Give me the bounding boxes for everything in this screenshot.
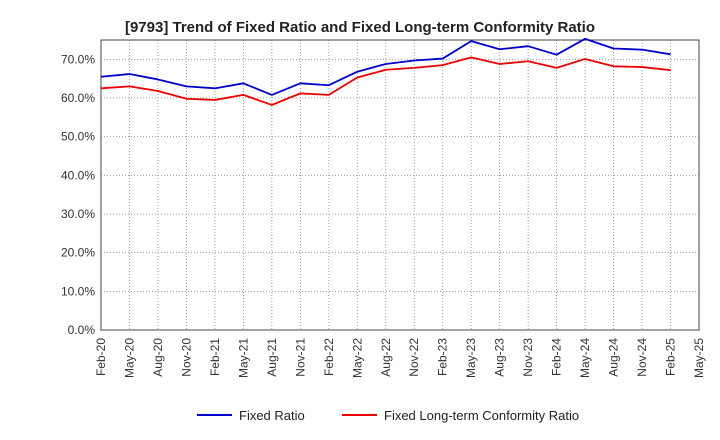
x-tick-label: Feb-24 <box>550 338 564 376</box>
series-group <box>100 37 671 106</box>
y-tick-label: 0.0% <box>68 323 96 337</box>
chart-title: [9793] Trend of Fixed Ratio and Fixed Lo… <box>125 19 595 36</box>
x-tick-label: Nov-22 <box>407 338 421 377</box>
x-tick-label: Feb-22 <box>322 338 336 376</box>
x-tick-label: May-25 <box>692 338 706 378</box>
legend: Fixed Ratio Fixed Long-term Conformity Ra… <box>197 408 579 423</box>
legend-label: Fixed Ratio <box>239 408 305 423</box>
x-tick-label: Nov-21 <box>293 338 307 377</box>
y-tick-label: 10.0% <box>61 284 95 298</box>
grid-lines <box>101 40 699 330</box>
x-tick-label: Nov-23 <box>521 338 535 377</box>
y-tick-label: 70.0% <box>61 52 95 66</box>
x-tick-label: May-21 <box>236 338 250 378</box>
y-tick-label: 30.0% <box>61 207 95 221</box>
series-line-2 <box>100 56 671 106</box>
x-tick-label: Nov-24 <box>635 338 649 377</box>
x-tick-label: May-20 <box>122 338 136 378</box>
x-tick-label: Nov-20 <box>179 338 193 377</box>
x-tick-label: Feb-20 <box>94 338 108 376</box>
y-tick-label: 40.0% <box>61 168 95 182</box>
x-tick-label: May-23 <box>464 338 478 378</box>
y-tick-label: 60.0% <box>61 91 95 105</box>
series-line-1 <box>100 37 671 96</box>
plot-frame <box>100 39 700 331</box>
x-tick-label: Aug-24 <box>607 338 621 377</box>
y-tick-label: 50.0% <box>61 130 95 144</box>
x-tick-label: Feb-23 <box>436 338 450 376</box>
x-tick-label: Aug-22 <box>379 338 393 377</box>
x-tick-label: May-22 <box>350 338 364 378</box>
x-tick-label: Aug-21 <box>265 338 279 377</box>
x-tick-label: Feb-25 <box>664 338 678 376</box>
x-tick-label: Aug-23 <box>493 338 507 377</box>
y-axis: 0.0% 10.0% 20.0% 30.0% 40.0% 50.0% 60.0% 70.0% <box>61 52 95 337</box>
x-tick-label: Feb-21 <box>208 338 222 376</box>
x-tick-label: Aug-20 <box>151 338 165 377</box>
legend-label: Fixed Long-term Conformity Ratio <box>384 408 579 423</box>
x-tick-label: May-24 <box>578 338 592 378</box>
y-tick-label: 20.0% <box>61 246 95 260</box>
x-axis: Feb-20 May-20 Aug-20 Nov-20 Feb-21 May-21 Aug-… <box>94 338 706 378</box>
